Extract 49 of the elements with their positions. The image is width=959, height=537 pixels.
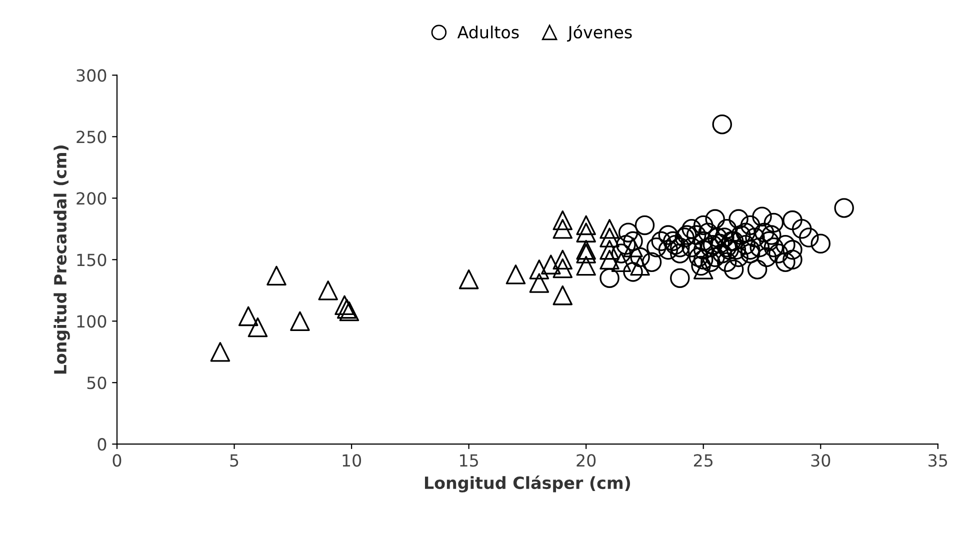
x-tick-label: 35: [928, 454, 948, 467]
y-tick-label: 200: [76, 192, 106, 205]
point: [576, 240, 596, 260]
point: [290, 311, 310, 332]
point: [576, 256, 596, 276]
point: [552, 210, 573, 230]
x-tick-label: 20: [576, 454, 596, 467]
x-axis-title: Longitud Clásper (cm): [424, 476, 630, 492]
point: [600, 228, 620, 248]
y-tick-label: 250: [76, 130, 106, 144]
point: [600, 250, 620, 270]
x-tick-label: 15: [460, 454, 478, 467]
point: [529, 273, 550, 293]
point: [458, 269, 479, 290]
x-tick-label: 10: [342, 454, 362, 467]
y-tick-label: 100: [77, 315, 106, 328]
x-tick-label: 5: [230, 454, 238, 467]
point: [600, 240, 620, 260]
point: [552, 258, 573, 278]
point: [552, 285, 573, 306]
point: [210, 342, 230, 362]
point: [238, 306, 258, 326]
y-tick-label: 50: [87, 376, 106, 390]
legend-label: Jóvenes: [567, 24, 632, 42]
y-tick-label: 0: [98, 438, 106, 451]
point: [541, 254, 561, 274]
point: [248, 317, 268, 338]
x-tick-label: 25: [694, 454, 713, 467]
point: [600, 219, 620, 239]
point: [334, 295, 354, 316]
point: [623, 237, 643, 258]
point: [506, 264, 526, 284]
point: [552, 219, 573, 239]
point: [630, 256, 650, 276]
point: [576, 222, 596, 242]
point: [693, 260, 714, 280]
y-tick-label: 150: [77, 254, 106, 266]
y-axis-title: Longitud Precaudal (cm): [54, 146, 70, 374]
point: [611, 252, 632, 272]
point: [529, 260, 550, 280]
legend-label: Adultos: [457, 26, 519, 39]
x-tick-label: 30: [811, 454, 830, 467]
point: [266, 266, 286, 286]
point: [552, 250, 573, 270]
point: [576, 244, 596, 264]
point: [318, 280, 338, 300]
x-tick-label: 0: [112, 454, 122, 467]
y-tick-label: 300: [76, 69, 106, 82]
point: [576, 215, 596, 236]
